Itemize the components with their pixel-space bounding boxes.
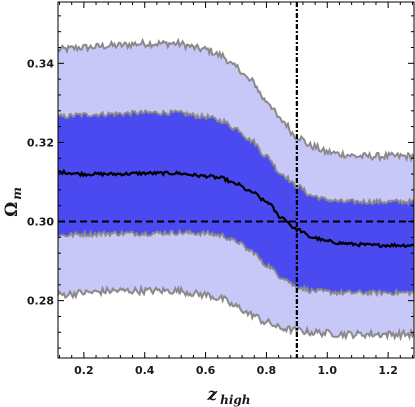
x-tick-label: 0.6 [196,364,216,377]
x-axis-title: z high [206,385,250,407]
plot-content [58,2,414,358]
x-axis-title-main: z [206,385,217,405]
inner-band-upper-edge [58,108,414,207]
y-axis-title-sub: m [10,187,24,200]
median-line [58,168,414,249]
outer-band-lower-edge [58,284,414,342]
x-tick-label: 1.2 [378,364,398,377]
x-tick-label: 0.4 [135,364,155,377]
plot-area [57,1,415,359]
x-tick-label: 0.2 [74,364,94,377]
plot-frame [57,1,415,359]
y-tick-label: 0.30 [27,216,54,229]
y-tick-label: 0.28 [27,295,54,308]
x-axis-title-sub: high [220,393,250,407]
y-axis-title: Ωm [2,187,24,217]
x-axis: 0.2 0.4 0.6 0.8 1.0 1.2 [59,2,413,377]
x-tick-label: 0.8 [257,364,277,377]
inner-confidence-band [58,110,414,295]
y-axis: 0.28 0.30 0.32 0.34 [27,15,414,349]
outer-band-upper-edge [58,37,414,163]
y-axis-title-main: Ω [2,202,22,217]
inner-band-lower-edge [58,228,414,298]
x-tick-label: 1.0 [318,364,338,377]
y-tick-label: 0.32 [27,136,54,149]
y-tick-label: 0.34 [27,57,54,70]
